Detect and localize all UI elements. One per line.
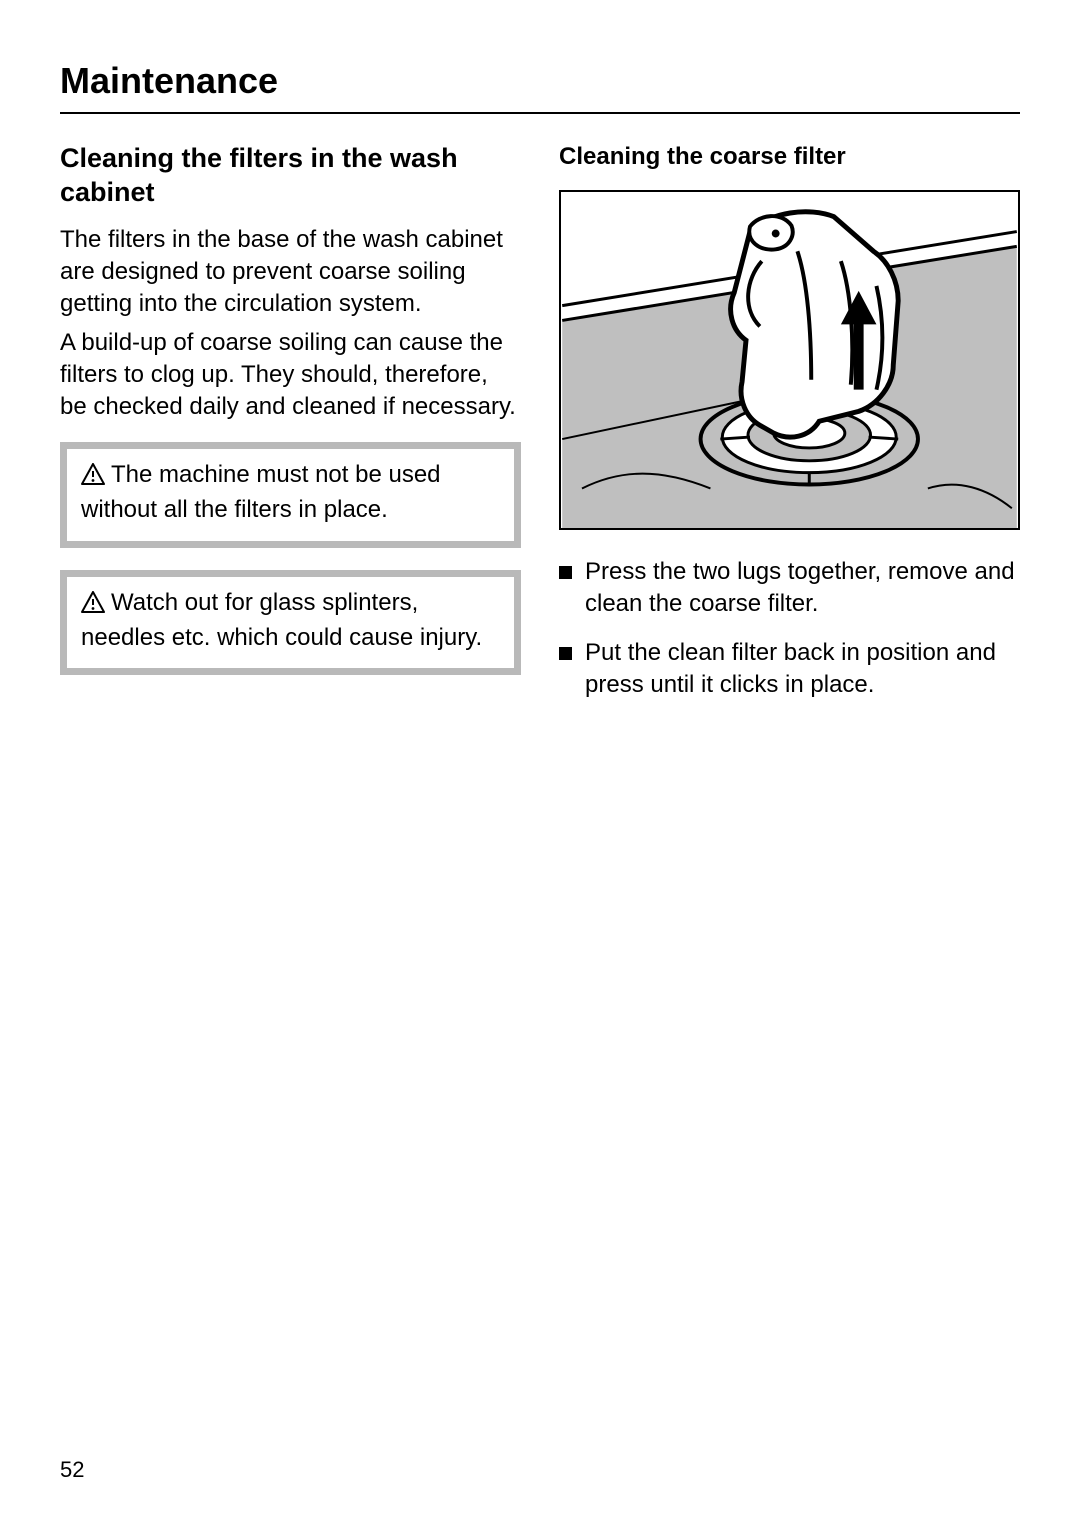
step-list: Press the two lugs together, remove and … — [559, 556, 1020, 702]
warning-box-1: The machine must not be used without all… — [60, 442, 521, 548]
caution-icon — [81, 590, 105, 622]
body-paragraph-1: The filters in the base of the wash cabi… — [60, 224, 521, 321]
page-title: Maintenance — [60, 60, 1020, 102]
left-column: Cleaning the filters in the wash cabinet… — [60, 142, 521, 718]
subsection-title: Cleaning the coarse filter — [559, 142, 1020, 172]
warning-box-2: Watch out for glass splinters, needles e… — [60, 570, 521, 676]
caution-icon — [81, 462, 105, 494]
warning-text-1: The machine must not be used without all… — [81, 459, 500, 527]
coarse-filter-illustration — [559, 190, 1020, 530]
step-2: Put the clean filter back in position an… — [559, 637, 1020, 702]
section-title: Cleaning the filters in the wash cabinet — [60, 142, 521, 210]
warning-text-1-content: The machine must not be used without all… — [81, 461, 441, 523]
manual-page: Maintenance Cleaning the filters in the … — [0, 0, 1080, 1529]
warning-text-2-content: Watch out for glass splinters, needles e… — [81, 589, 482, 651]
filter-removal-svg — [561, 192, 1018, 528]
content-columns: Cleaning the filters in the wash cabinet… — [60, 142, 1020, 718]
right-column: Cleaning the coarse filter — [559, 142, 1020, 718]
page-number: 52 — [60, 1457, 84, 1483]
page-header: Maintenance — [60, 60, 1020, 114]
body-paragraph-2: A build-up of coarse soiling can cause t… — [60, 327, 521, 424]
warning-text-2: Watch out for glass splinters, needles e… — [81, 587, 500, 655]
step-1: Press the two lugs together, remove and … — [559, 556, 1020, 621]
